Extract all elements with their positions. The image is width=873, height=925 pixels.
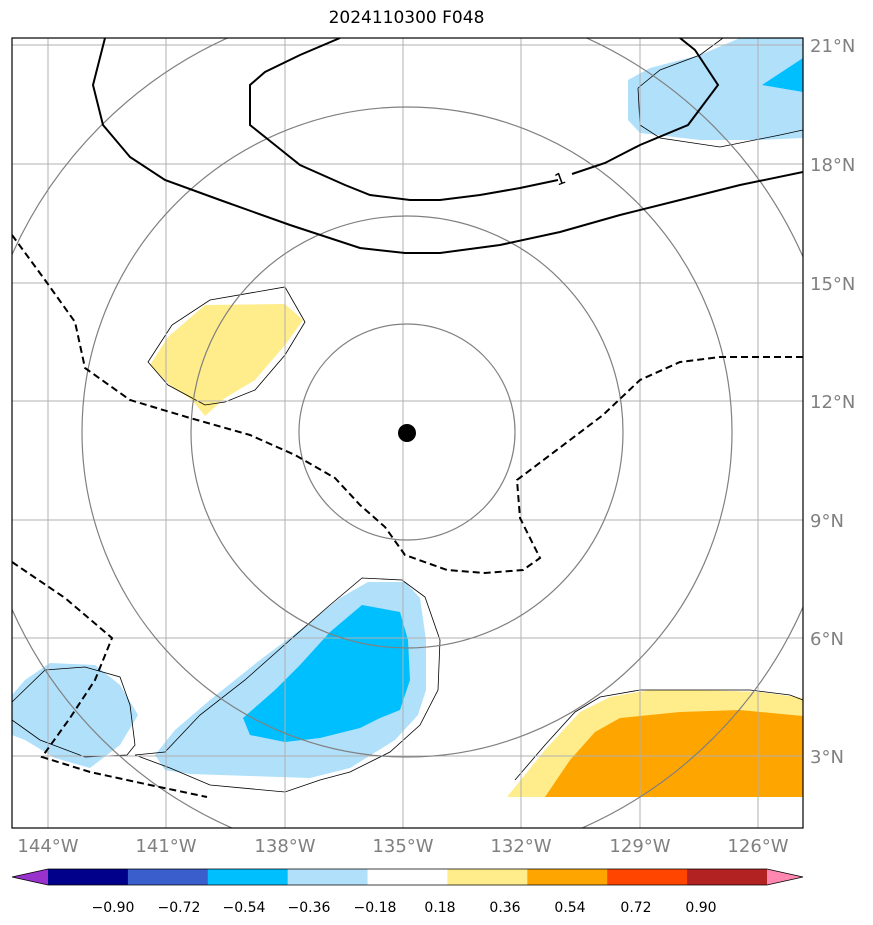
- lat-label: 21°N: [810, 36, 855, 57]
- lat-label: 15°N: [810, 274, 855, 295]
- lat-label: 9°N: [810, 511, 844, 532]
- colorbar-tick-label: −0.36: [288, 900, 331, 916]
- yellow-anomaly-west: [150, 304, 303, 416]
- map-frame: [11, 37, 804, 829]
- colorbar-tick-label: −0.18: [354, 900, 397, 916]
- colorbar-tick-label: 0.54: [554, 900, 585, 916]
- colorbar-segment: [527, 869, 608, 885]
- colorbar-tick-label: 0.90: [685, 900, 716, 916]
- colorbar-segment: [207, 869, 289, 885]
- lon-label: 129°W: [609, 836, 670, 857]
- colorbar: −0.90 −0.72 −0.54 −0.36 −0.18 0.18 0.36 …: [11, 868, 804, 916]
- colorbar-segment: [367, 869, 448, 885]
- latitude-labels: 21°N 18°N 15°N 12°N 9°N 6°N 3°N: [810, 36, 855, 768]
- colorbar-segment: [687, 869, 768, 885]
- range-rings: [12, 38, 803, 828]
- colorbar-extend-max: [767, 869, 803, 885]
- colorbar-tick-label: 0.18: [424, 900, 455, 916]
- colorbar-tick-label: 0.36: [489, 900, 520, 916]
- storm-center-marker: [398, 424, 416, 442]
- longitude-labels: 144°W 141°W 138°W 135°W 132°W 129°W 126°…: [17, 836, 788, 857]
- map-title: 2024110300 F048: [328, 8, 485, 28]
- colorbar-extend-min: [12, 869, 48, 885]
- colorbar-segment: [48, 869, 129, 885]
- colorbar-outline: [11, 868, 804, 886]
- colorbar-tick-label: −0.54: [223, 900, 266, 916]
- colorbar-segment: [127, 869, 209, 885]
- colorbar-tick-label: 0.72: [620, 900, 651, 916]
- colorbar-tick-label: −0.90: [92, 900, 135, 916]
- lon-label: 135°W: [372, 836, 433, 857]
- lon-label: 141°W: [135, 836, 196, 857]
- dashed-contours: [12, 234, 803, 798]
- grid-lines: [12, 38, 803, 828]
- colorbar-segment: [287, 869, 369, 885]
- light-blue-anomaly-southwest: [12, 663, 138, 768]
- lon-label: 132°W: [490, 836, 551, 857]
- blue-anomaly-south: [155, 582, 426, 778]
- colorbar-segment: [607, 869, 688, 885]
- orange-anomaly-southeast: [507, 690, 803, 797]
- solid-contours: [91, 38, 803, 254]
- lat-label: 3°N: [810, 747, 844, 768]
- lat-label: 12°N: [810, 392, 855, 413]
- lon-label: 138°W: [254, 836, 315, 857]
- lat-label: 6°N: [810, 629, 844, 650]
- colorbar-segment: [447, 869, 528, 885]
- contour-label: 1: [552, 168, 568, 189]
- lon-label: 126°W: [727, 836, 788, 857]
- colorbar-tick-label: −0.72: [158, 900, 201, 916]
- lon-label: 144°W: [17, 836, 78, 857]
- lat-label: 18°N: [810, 155, 855, 176]
